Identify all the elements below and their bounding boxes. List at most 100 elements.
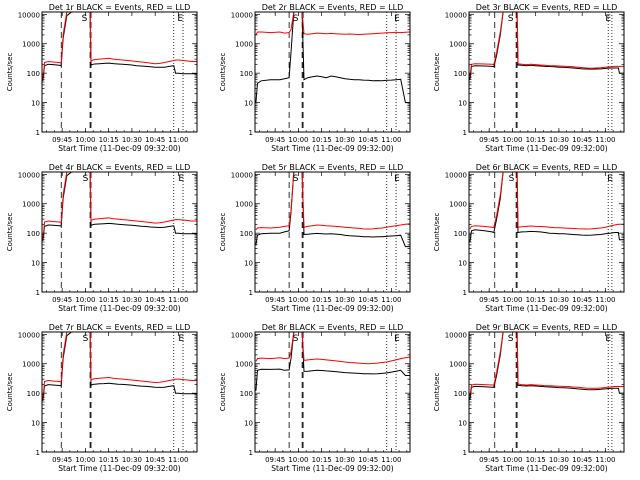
x-tick-label: 09:45 [52,136,72,144]
y-tick-label: 1000 [449,361,467,369]
x-tick-label: 10:00 [75,136,95,144]
y-tick-label: 100 [240,390,253,398]
y-tick-label: 1 [36,449,40,457]
y-tick-label: 1000 [449,201,467,209]
plot-frame [468,331,625,453]
y-tick-label: 10 [458,260,467,268]
panel-title: Det 1r BLACK = Events, RED = LLD [49,3,191,12]
x-tick-label: 10:45 [145,136,165,144]
x-tick-label: 10:15 [526,136,546,144]
series-line-events [469,172,624,243]
y-tick-label: 10000 [18,11,40,19]
x-tick-label: 10:00 [75,456,95,464]
series-line-lld [255,12,410,36]
panel-2: Det 2r BLACK = Events, RED = LLD S E 1 10 100… [219,3,411,153]
x-tick-label: 10:45 [358,136,378,144]
x-tick-label: 09:45 [52,456,72,464]
series-line-events [255,172,410,248]
x-tick-label: 09:45 [265,136,285,144]
y-tick-label: 1 [249,129,253,137]
series-line-lld [469,172,624,230]
panel-title: Det 8r BLACK = Events, RED = LLD [262,323,404,332]
x-tick-label: 11:00 [595,456,615,464]
y-axis-label: Counts/sec [6,53,14,92]
series-line-lld [42,172,197,240]
x-tick-label: 10:30 [335,456,355,464]
marker-s: S [293,334,299,344]
y-tick-label: 1 [36,129,40,137]
marker-s: S [293,174,299,184]
plot-frame [468,171,625,293]
series-line-lld [255,332,410,365]
y-tick-label: 100 [240,230,253,238]
series-line-events [42,12,197,81]
x-tick-label: 10:15 [99,136,119,144]
x-tick-label: 10:15 [99,456,119,464]
marker-e: E [605,334,611,344]
x-tick-label: 10:00 [75,296,95,304]
x-tick-label: 10:45 [145,456,165,464]
y-tick-label: 100 [27,70,40,78]
x-tick-label: 10:15 [526,456,546,464]
y-axis-label: Counts/sec [433,213,441,252]
panel-title: Det 4r BLACK = Events, RED = LLD [49,163,191,172]
marker-s: S [509,174,515,184]
x-tick-label: 10:15 [312,456,332,464]
y-tick-label: 10 [244,100,253,108]
x-tick-label: 10:30 [549,456,569,464]
y-tick-label: 100 [454,230,467,238]
x-axis-label: Start Time (11-Dec-09 09:32:00) [485,144,607,153]
x-axis-label: Start Time (11-Dec-09 09:32:00) [485,304,607,313]
y-tick-label: 10 [458,100,467,108]
x-tick-label: 10:00 [288,296,308,304]
x-tick-label: 10:00 [502,456,522,464]
x-tick-label: 10:45 [145,296,165,304]
plot-frame [254,11,411,133]
series-line-events [469,332,624,400]
y-tick-label: 100 [454,70,467,78]
x-tick-label: 10:45 [358,296,378,304]
y-axis-label: Counts/sec [433,53,441,92]
marker-s: S [83,174,89,184]
x-tick-label: 10:30 [335,296,355,304]
series-line-events [255,332,410,391]
y-tick-label: 10000 [445,171,467,179]
plot-frame [254,331,411,453]
x-axis-label: Start Time (11-Dec-09 09:32:00) [58,464,180,473]
x-tick-label: 10:30 [549,296,569,304]
x-axis-label: Start Time (11-Dec-09 09:32:00) [58,304,180,313]
y-tick-label: 1 [463,289,467,297]
x-tick-label: 09:45 [265,296,285,304]
x-tick-label: 09:45 [265,456,285,464]
x-tick-label: 11:00 [381,136,401,144]
panel-title: Det 3r BLACK = Events, RED = LLD [476,3,618,12]
y-axis-label: Counts/sec [6,373,14,412]
marker-s: S [293,14,299,24]
x-axis-label: Start Time (11-Dec-09 09:32:00) [485,464,607,473]
x-tick-label: 09:45 [479,296,499,304]
series-line-lld [469,12,624,77]
y-tick-label: 1000 [22,41,40,49]
series-line-events [255,12,410,104]
y-tick-label: 10000 [18,171,40,179]
marker-e: E [394,174,400,184]
marker-e: E [178,334,184,344]
y-tick-label: 10 [458,420,467,428]
marker-s: S [82,14,88,24]
x-axis-label: Start Time (11-Dec-09 09:32:00) [271,144,393,153]
marker-e: E [607,174,613,184]
series-line-events [42,172,197,241]
panel-title: Det 6r BLACK = Events, RED = LLD [476,163,618,172]
x-axis-label: Start Time (11-Dec-09 09:32:00) [271,464,393,473]
y-tick-label: 10 [244,420,253,428]
y-tick-label: 1 [36,289,40,297]
x-axis-label: Start Time (11-Dec-09 09:32:00) [58,144,180,153]
panel-4: Det 4r BLACK = Events, RED = LLD S E 1 10 100… [6,163,198,313]
x-tick-label: 11:00 [168,296,188,304]
y-tick-label: 100 [27,390,40,398]
plot-frame [41,171,198,293]
y-tick-label: 1 [249,449,253,457]
x-tick-label: 11:00 [168,456,188,464]
plot-frame [41,11,198,133]
